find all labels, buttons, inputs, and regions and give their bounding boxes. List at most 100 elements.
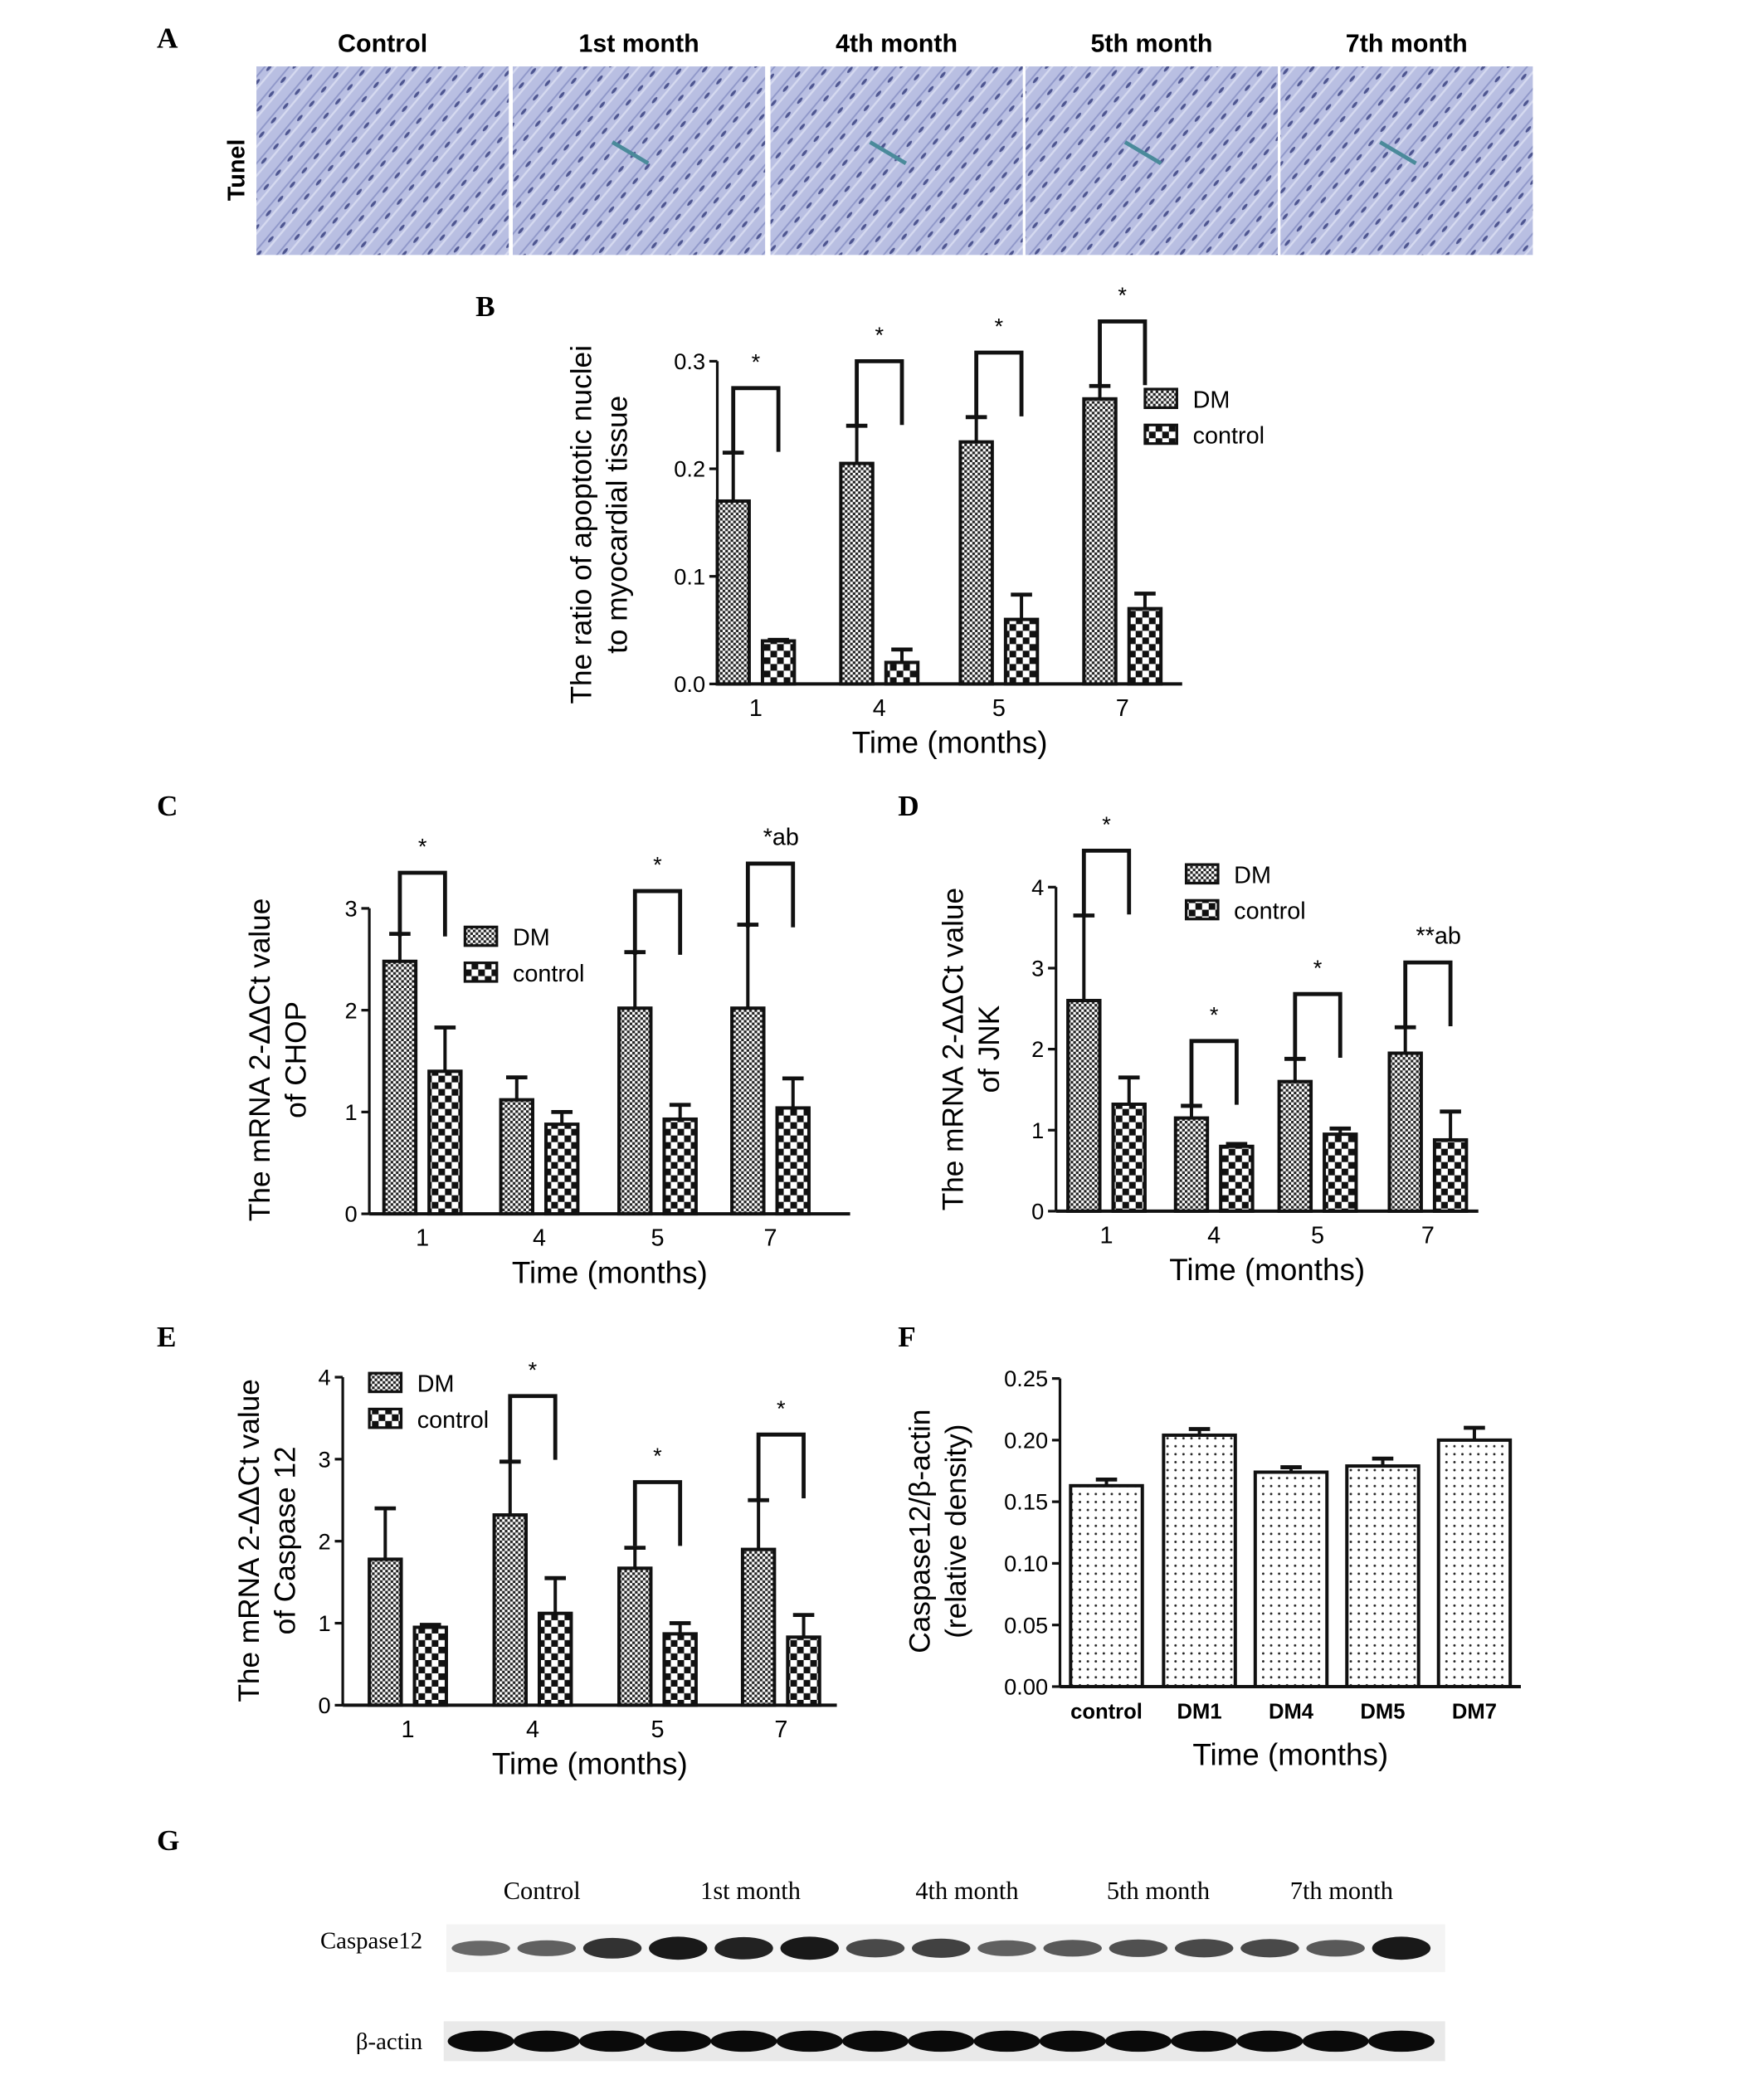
bar-dm xyxy=(1066,999,1102,1213)
panel-label-e: E xyxy=(157,1321,176,1353)
legend-label: DM xyxy=(1193,387,1230,413)
x-tick-label: 5 xyxy=(651,1225,664,1252)
bar-value xyxy=(1162,1433,1237,1688)
bar-control xyxy=(1127,606,1163,686)
y-axis-label: (relative density) xyxy=(940,1424,972,1639)
y-tick-label: 0.10 xyxy=(1004,1551,1048,1576)
tunel-column-label: 5th month xyxy=(1090,29,1212,57)
bar-control xyxy=(412,1625,448,1707)
significance-bracket xyxy=(1403,960,1453,1026)
bar-control xyxy=(427,1069,463,1216)
significance-bracket xyxy=(745,861,796,928)
y-tick-label: 1 xyxy=(319,1610,331,1636)
significance-annotation: * xyxy=(875,322,884,348)
x-tick-label: 5 xyxy=(992,695,1006,722)
actin-band xyxy=(710,2030,777,2052)
actin-band xyxy=(908,2030,975,2052)
arrow-icon xyxy=(611,140,650,165)
legend-label: control xyxy=(417,1407,489,1434)
bar-control xyxy=(760,639,797,686)
y-tick-label: 2 xyxy=(345,997,358,1023)
y-tick-label: 1 xyxy=(1031,1118,1044,1143)
legend-swatch xyxy=(1143,423,1178,446)
bar-dm xyxy=(839,461,875,686)
y-tick-label: 0.1 xyxy=(674,563,705,589)
caspase12-band xyxy=(780,1936,839,1960)
bar-control xyxy=(1432,1137,1469,1213)
caspase12-band xyxy=(582,1937,642,1959)
actin-band xyxy=(1302,2030,1369,2052)
x-tick-label: 1 xyxy=(416,1225,429,1252)
bar-control xyxy=(1219,1144,1255,1213)
caspase12-band xyxy=(1043,1940,1102,1957)
bar-dm xyxy=(730,1006,766,1216)
bar-dm xyxy=(617,1006,653,1216)
bar-value xyxy=(1253,1470,1329,1688)
y-tick-label: 0.05 xyxy=(1004,1612,1048,1638)
x-tick-label: 7 xyxy=(1116,695,1129,722)
blot-row-label-caspase12: Caspase12 xyxy=(320,1927,422,1954)
blot-group-label: Control xyxy=(504,1877,581,1905)
x-axis-label: Time (months) xyxy=(1192,1737,1388,1771)
bar-dm xyxy=(382,959,418,1216)
significance-annotation: **ab xyxy=(1416,923,1460,950)
y-tick-label: 3 xyxy=(319,1446,331,1472)
bar-dm xyxy=(499,1098,535,1216)
legend-swatch xyxy=(1184,863,1220,885)
tunel-column-label: 4th month xyxy=(836,29,958,57)
panel-label-g: G xyxy=(157,1824,179,1857)
actin-band xyxy=(645,2030,712,2052)
panel-g-western-blot: Caspase12 β-actin Control 1st month 4th mo… xyxy=(320,1877,1445,2062)
significance-annotation: * xyxy=(752,348,761,374)
panel-label-d: D xyxy=(898,790,919,822)
significance-bracket xyxy=(1098,319,1148,386)
arrow-icon xyxy=(1379,140,1417,165)
legend-swatch xyxy=(1184,898,1220,921)
bar-dm xyxy=(715,499,751,686)
actin-band xyxy=(1171,2030,1238,2052)
significance-bracket xyxy=(756,1432,806,1499)
legend-swatch xyxy=(463,961,499,983)
actin-band xyxy=(973,2030,1040,2052)
actin-band xyxy=(1236,2030,1304,2052)
blot-group-label: 1st month xyxy=(700,1877,801,1905)
y-tick-label: 1 xyxy=(345,1099,358,1125)
bar-control xyxy=(884,660,920,686)
x-tick-label: DM4 xyxy=(1269,1700,1314,1723)
y-tick-label: 0 xyxy=(1031,1199,1044,1225)
actin-band xyxy=(1039,2030,1106,2052)
bar-dm xyxy=(1173,1116,1210,1213)
x-tick-label: 1 xyxy=(1100,1222,1113,1249)
x-tick-label: 5 xyxy=(651,1716,664,1743)
bar-control xyxy=(775,1106,811,1216)
actin-band xyxy=(579,2030,646,2052)
significance-annotation: * xyxy=(777,1395,786,1421)
y-tick-label: 0 xyxy=(319,1692,331,1718)
actin-band xyxy=(776,2030,843,2052)
legend-swatch xyxy=(1143,387,1178,410)
tunel-column-label: 7th month xyxy=(1346,29,1468,57)
tunel-micrograph xyxy=(512,66,766,256)
y-tick-label: 2 xyxy=(319,1528,331,1554)
x-tick-label: DM5 xyxy=(1360,1700,1405,1723)
bar-dm xyxy=(368,1557,403,1707)
arrow-icon xyxy=(1123,140,1162,165)
bar-control xyxy=(544,1122,580,1216)
tunel-micrograph xyxy=(770,66,1023,256)
y-axis-label: of Caspase 12 xyxy=(269,1446,301,1634)
tunel-micrograph xyxy=(1025,66,1279,256)
y-axis-label: to myocardial tissue xyxy=(602,396,634,654)
caspase12-band xyxy=(1109,1939,1168,1957)
chart-e: 0 1 2 3 4 1 4 5 7 Time (months) The mRNA 2-ΔΔCt va… xyxy=(233,1356,837,1781)
x-tick-label: 1 xyxy=(749,695,763,722)
actin-band xyxy=(1367,2030,1435,2052)
significance-annotation: *ab xyxy=(763,825,799,851)
arrow-icon xyxy=(869,140,908,165)
x-axis-label: Time (months) xyxy=(852,726,1048,760)
caspase12-band xyxy=(1240,1939,1299,1958)
y-tick-label: 0.25 xyxy=(1004,1366,1048,1391)
significance-annotation: * xyxy=(1102,811,1111,837)
x-tick-label: 4 xyxy=(526,1716,539,1743)
caspase12-band xyxy=(1174,1939,1234,1958)
significance-bracket xyxy=(974,350,1024,416)
